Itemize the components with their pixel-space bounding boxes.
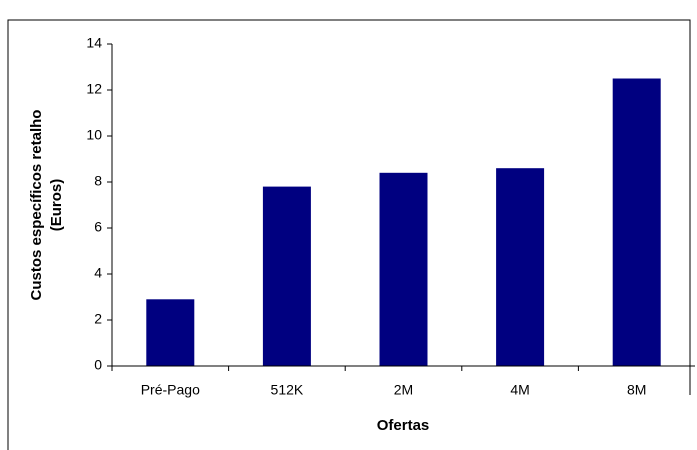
y-tick-label: 2 [94, 311, 102, 327]
y-axis-title-line: (Euros) [48, 179, 65, 232]
y-tick-label: 4 [94, 265, 102, 281]
x-axis-title: Ofertas [377, 417, 430, 434]
y-tick-label: 8 [94, 173, 102, 189]
bar [262, 186, 311, 366]
x-tick-label: 8M [627, 382, 646, 398]
x-tick-label: 512K [271, 382, 304, 398]
bar [612, 78, 661, 366]
x-tick-label: 2M [394, 382, 413, 398]
y-tick-label: 14 [86, 35, 102, 51]
chart-frame [7, 19, 691, 450]
y-tick-label: 12 [86, 81, 102, 97]
y-tick-label: 10 [86, 127, 102, 143]
bar [379, 172, 428, 366]
y-tick-label: 6 [94, 219, 102, 235]
x-tick-label: 4M [510, 382, 529, 398]
y-axis-title: Custos específicos retalho (Euros) [28, 110, 65, 301]
x-tick-label: Pré-Pago [141, 382, 200, 398]
bar [496, 168, 545, 366]
y-axis-title-line: Custos específicos retalho [28, 110, 45, 301]
bar [146, 299, 195, 366]
y-tick-label: 0 [94, 357, 102, 373]
